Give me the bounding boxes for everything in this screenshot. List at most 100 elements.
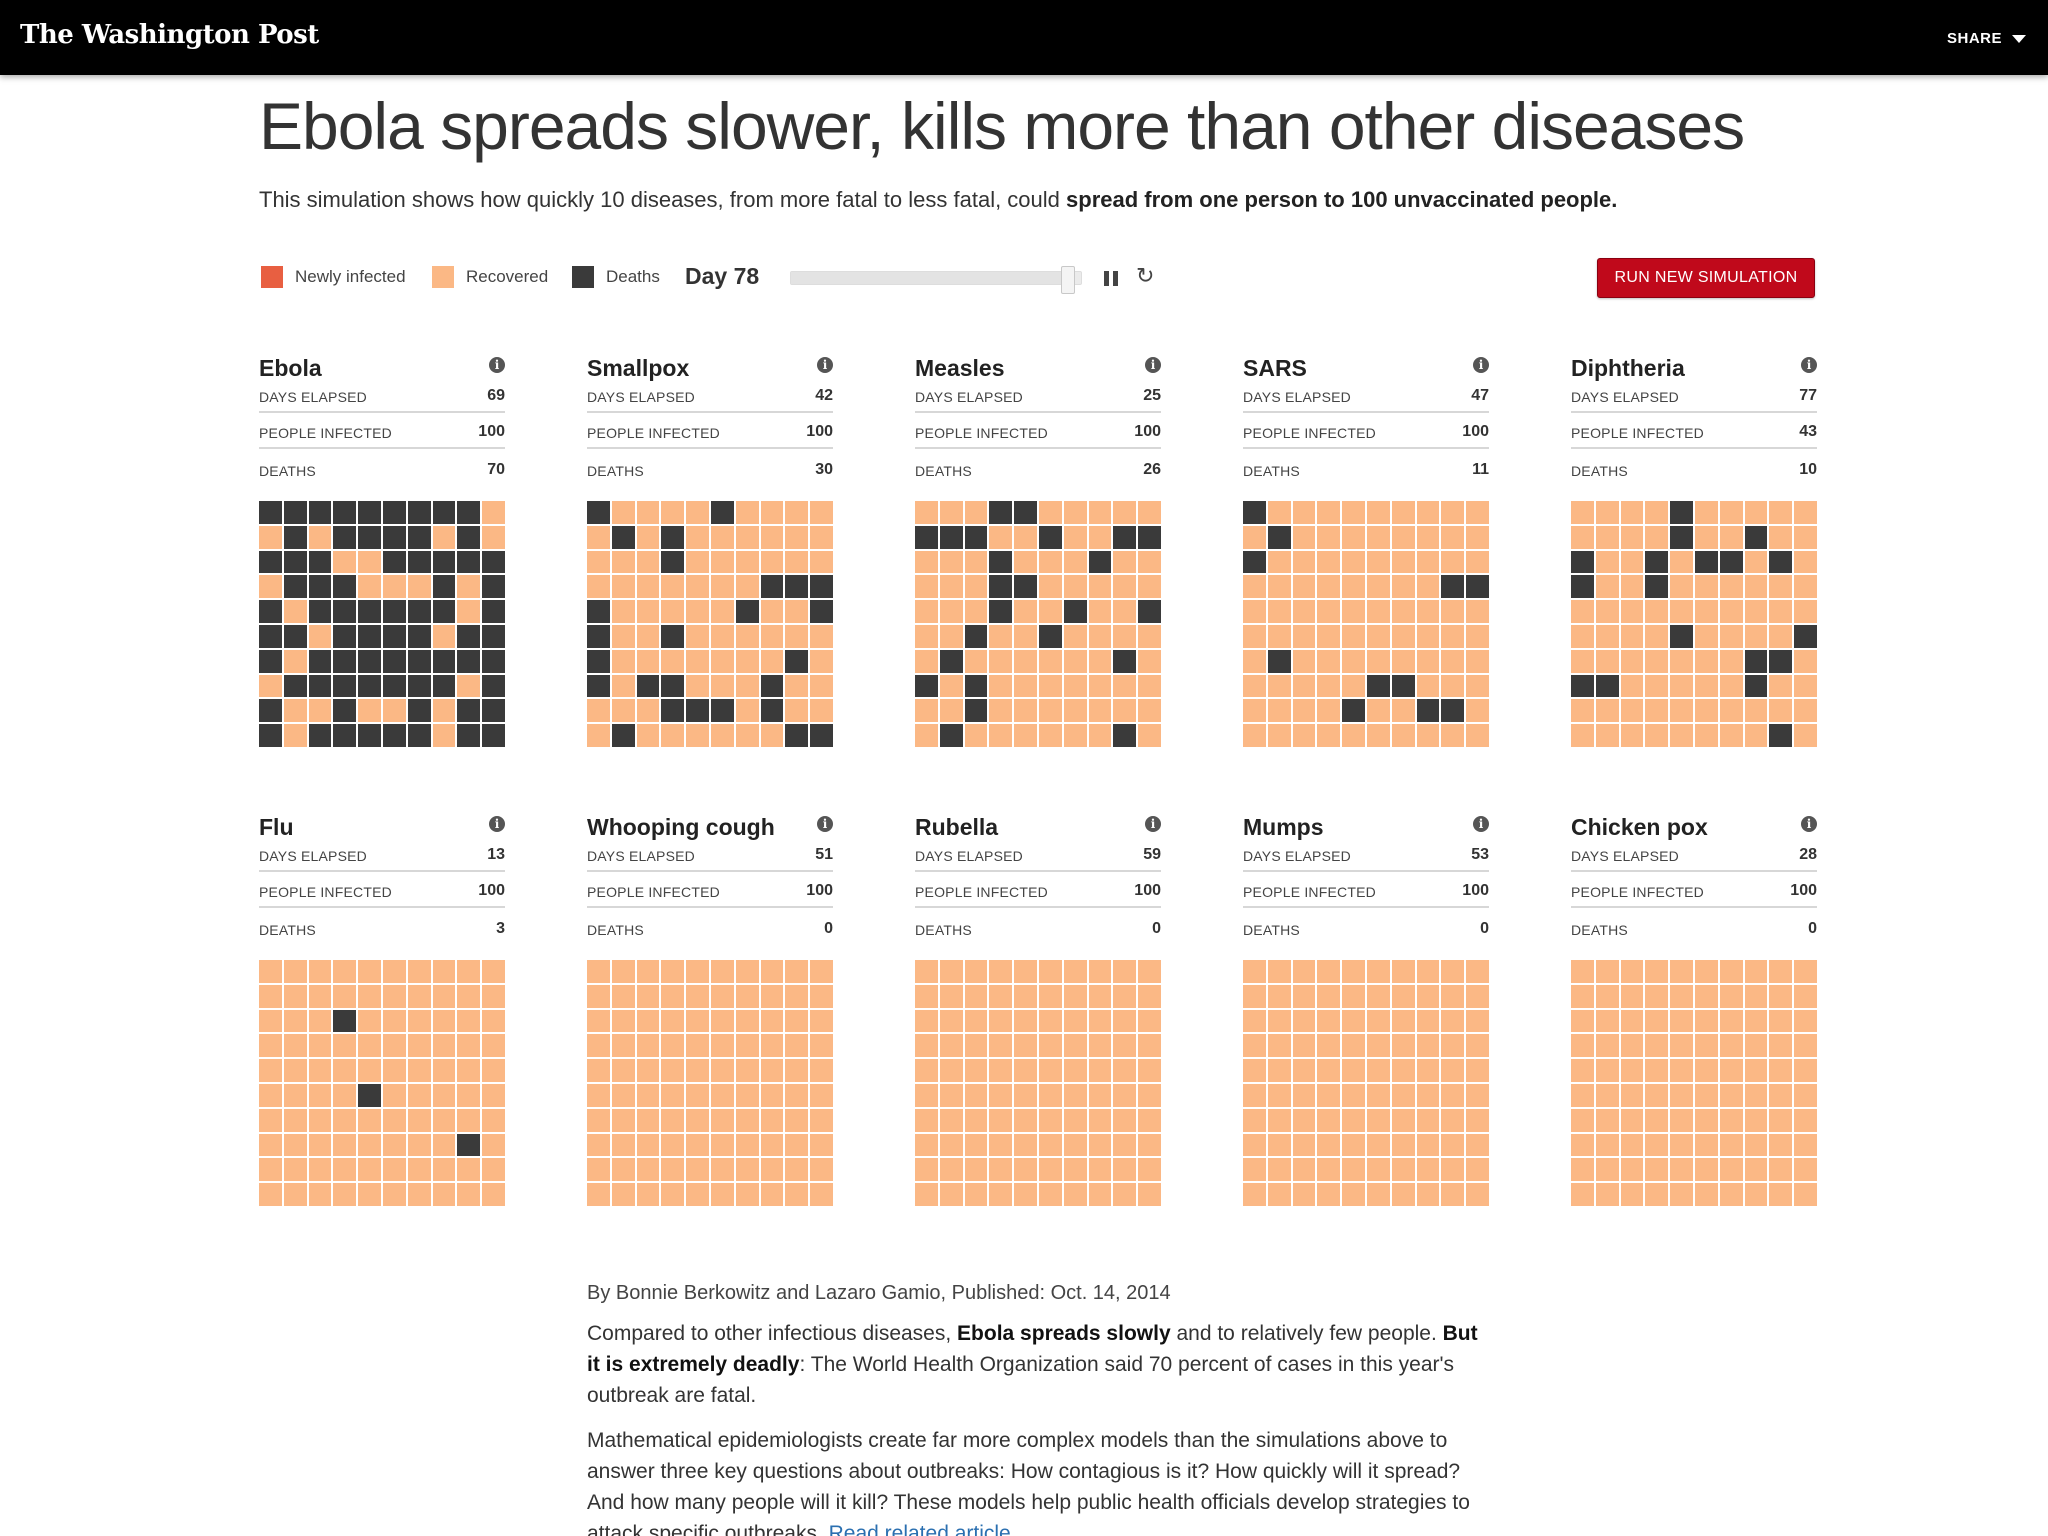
info-icon[interactable]: i bbox=[1801, 816, 1817, 832]
person-cell-recovered bbox=[1719, 1009, 1743, 1033]
person-cell-recovered bbox=[482, 1034, 505, 1058]
person-cell-recovered bbox=[259, 575, 282, 599]
person-cell-recovered bbox=[1441, 724, 1465, 747]
person-cell-recovered bbox=[1645, 600, 1669, 623]
person-cell-recovered bbox=[1342, 649, 1365, 673]
info-icon[interactable]: i bbox=[1801, 357, 1817, 373]
person-cell-recovered bbox=[358, 1133, 381, 1157]
person-cell-recovered bbox=[611, 1183, 635, 1206]
person-cell-recovered bbox=[915, 1034, 938, 1058]
info-icon[interactable]: i bbox=[489, 357, 505, 373]
person-cell-recovered bbox=[686, 1133, 709, 1157]
info-icon[interactable]: i bbox=[1145, 816, 1161, 832]
person-cell-recovered bbox=[810, 550, 833, 574]
person-cell-recovered bbox=[382, 1009, 406, 1033]
info-icon[interactable]: i bbox=[1473, 816, 1489, 832]
person-cell-recovered bbox=[915, 960, 938, 983]
person-cell-dead bbox=[482, 724, 505, 747]
person-cell-recovered bbox=[1694, 1133, 1718, 1157]
person-cell-recovered bbox=[358, 960, 381, 983]
stat-value: 100 bbox=[1134, 423, 1161, 440]
person-cell-recovered bbox=[1769, 674, 1793, 698]
person-cell-recovered bbox=[686, 501, 709, 524]
person-cell-recovered bbox=[1088, 501, 1112, 524]
person-cell-recovered bbox=[333, 960, 357, 983]
person-cell-dead bbox=[358, 1083, 381, 1107]
person-cell-dead bbox=[457, 624, 481, 648]
person-cell-recovered bbox=[1620, 1133, 1644, 1157]
person-cell-recovered bbox=[1670, 699, 1693, 723]
info-icon[interactable]: i bbox=[1473, 357, 1489, 373]
related-article-link[interactable]: Read related article bbox=[828, 1522, 1011, 1536]
person-cell-recovered bbox=[1292, 575, 1316, 599]
pause-icon[interactable] bbox=[1101, 268, 1121, 288]
person-cell-recovered bbox=[432, 1183, 456, 1206]
person-cell-recovered bbox=[686, 624, 709, 648]
person-cell-recovered bbox=[1014, 674, 1037, 698]
person-cell-dead bbox=[407, 501, 431, 524]
person-cell-recovered bbox=[259, 1059, 282, 1082]
person-cell-recovered bbox=[661, 1034, 685, 1058]
share-button[interactable]: SHARE bbox=[1947, 30, 2026, 47]
person-cell-recovered bbox=[1595, 525, 1619, 549]
person-cell-recovered bbox=[1694, 960, 1718, 983]
info-icon[interactable]: i bbox=[817, 816, 833, 832]
day-slider[interactable] bbox=[790, 266, 1082, 294]
person-cell-recovered bbox=[939, 674, 963, 698]
person-cell-recovered bbox=[1366, 624, 1390, 648]
stat-row-deaths: DEATHS 3 bbox=[259, 908, 505, 944]
person-cell-recovered bbox=[1317, 1059, 1341, 1082]
stat-row-days: DAYS ELAPSED 13 bbox=[259, 836, 505, 872]
person-cell-recovered bbox=[710, 674, 734, 698]
person-cell-recovered bbox=[1014, 1133, 1037, 1157]
person-cell-dead bbox=[457, 724, 481, 747]
person-cell-recovered bbox=[810, 1183, 833, 1206]
person-cell-recovered bbox=[1038, 600, 1062, 623]
person-cell-recovered bbox=[760, 525, 784, 549]
person-cell-recovered bbox=[1670, 984, 1693, 1008]
person-cell-recovered bbox=[1342, 674, 1365, 698]
person-cell-recovered bbox=[1366, 649, 1390, 673]
person-cell-recovered bbox=[611, 624, 635, 648]
person-cell-recovered bbox=[785, 960, 809, 983]
person-cell-recovered bbox=[710, 724, 734, 747]
person-cell-recovered bbox=[611, 575, 635, 599]
refresh-icon[interactable]: ↻ bbox=[1136, 264, 1155, 289]
person-cell-dead bbox=[482, 624, 505, 648]
person-cell-dead bbox=[283, 550, 307, 574]
person-cell-recovered bbox=[1267, 1083, 1291, 1107]
person-cell-recovered bbox=[1571, 984, 1594, 1008]
person-cell-dead bbox=[432, 575, 456, 599]
info-icon[interactable]: i bbox=[817, 357, 833, 373]
person-cell-recovered bbox=[735, 1108, 759, 1132]
person-cell-recovered bbox=[1794, 699, 1817, 723]
person-cell-recovered bbox=[1416, 624, 1440, 648]
person-cell-recovered bbox=[1317, 624, 1341, 648]
person-cell-dead bbox=[358, 600, 381, 623]
person-cell-recovered bbox=[1620, 525, 1644, 549]
person-cell-recovered bbox=[1769, 1034, 1793, 1058]
person-cell-recovered bbox=[1441, 550, 1465, 574]
person-cell-recovered bbox=[1113, 575, 1137, 599]
info-icon[interactable]: i bbox=[489, 816, 505, 832]
person-cell-recovered bbox=[1595, 960, 1619, 983]
person-cell-dead bbox=[457, 699, 481, 723]
person-cell-recovered bbox=[407, 1158, 431, 1182]
person-cell-dead bbox=[358, 525, 381, 549]
person-cell-recovered bbox=[1744, 550, 1768, 574]
person-cell-recovered bbox=[1063, 1108, 1087, 1132]
stat-row-infected: PEOPLE INFECTED 100 bbox=[1571, 872, 1817, 908]
site-logo[interactable]: The Washington Post bbox=[20, 20, 319, 50]
person-cell-recovered bbox=[1466, 1158, 1489, 1182]
person-cell-dead bbox=[407, 724, 431, 747]
person-cell-recovered bbox=[482, 984, 505, 1008]
person-cell-recovered bbox=[1794, 1059, 1817, 1082]
day-slider-handle[interactable] bbox=[1061, 266, 1075, 294]
article-paragraph-1: Compared to other infectious diseases, E… bbox=[587, 1318, 1487, 1411]
info-icon[interactable]: i bbox=[1145, 357, 1161, 373]
person-cell-dead bbox=[1342, 699, 1365, 723]
person-cell-recovered bbox=[1063, 699, 1087, 723]
run-new-simulation-button[interactable]: RUN NEW SIMULATION bbox=[1597, 258, 1815, 298]
person-cell-dead bbox=[308, 501, 332, 524]
person-cell-recovered bbox=[1138, 1133, 1161, 1157]
